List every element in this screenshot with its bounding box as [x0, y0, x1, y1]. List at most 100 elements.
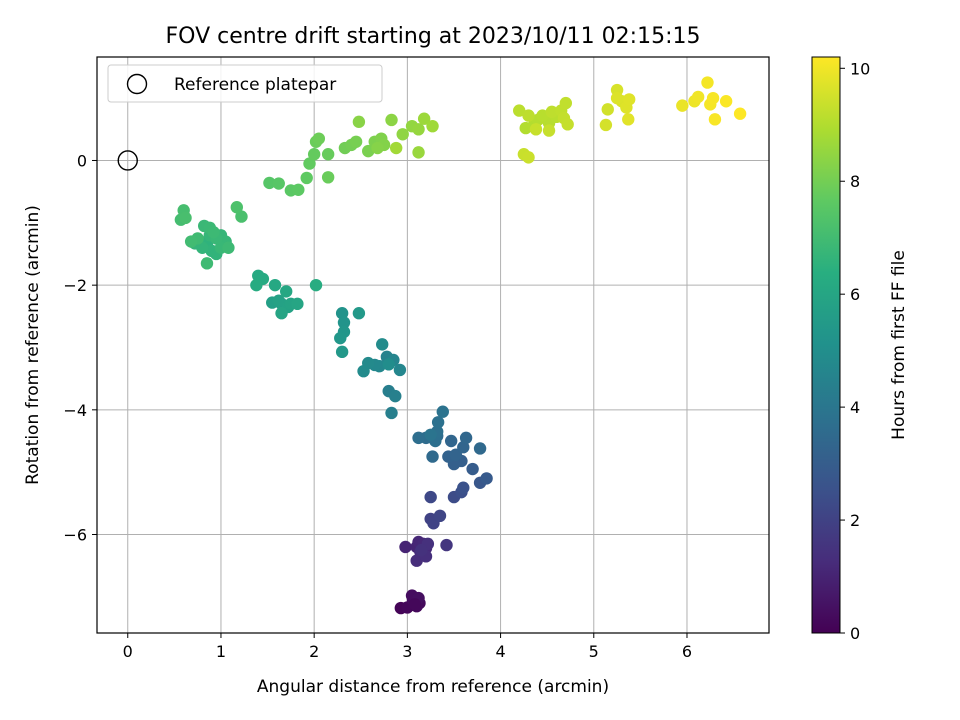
- data-point: [410, 554, 423, 567]
- data-point: [733, 107, 747, 120]
- data-point: [610, 91, 624, 105]
- reference-platepar-marker: [117, 150, 138, 171]
- colorbar-tick-label: 8: [850, 172, 860, 191]
- y-tick-label: −4: [63, 401, 87, 420]
- data-point: [321, 148, 335, 161]
- data-point: [275, 307, 288, 320]
- x-axis-label: Angular distance from reference (arcmin): [257, 677, 609, 697]
- data-point: [382, 358, 395, 371]
- data-point: [321, 171, 335, 184]
- data-point: [542, 124, 556, 137]
- data-point: [676, 99, 689, 112]
- data-point: [436, 405, 449, 418]
- data-point: [272, 294, 285, 307]
- data-point: [480, 472, 493, 485]
- data-points: [117, 76, 747, 615]
- data-point: [385, 406, 398, 420]
- data-point: [440, 538, 453, 552]
- data-point: [335, 307, 349, 320]
- data-point: [417, 112, 431, 125]
- data-point: [424, 428, 437, 441]
- colorbar-gradient: [811, 56, 841, 634]
- data-point: [207, 225, 220, 239]
- x-tick-label: 3: [402, 642, 412, 661]
- legend-box: [107, 64, 383, 103]
- data-point: [312, 132, 326, 145]
- y-axis-ticks: −6 −4 −2 0: [63, 151, 97, 545]
- x-tick-label: 4: [495, 642, 505, 661]
- data-point: [457, 481, 470, 494]
- data-point: [599, 118, 613, 132]
- colorbar-ticks: 0 2 4 6 8 10: [840, 59, 870, 643]
- colorbar: 0 2 4 6 8 10 Hours from first FF file: [811, 56, 909, 643]
- data-point: [352, 307, 366, 320]
- data-point: [545, 105, 559, 119]
- data-point: [263, 176, 276, 190]
- data-point: [349, 135, 363, 148]
- data-point: [268, 278, 282, 292]
- x-axis-ticks: 0 1 2 3 4 5 6: [123, 633, 692, 661]
- data-point: [184, 235, 198, 248]
- data-point: [559, 96, 573, 110]
- data-point: [457, 441, 470, 454]
- data-point: [561, 118, 574, 131]
- y-tick-label: −2: [63, 276, 87, 295]
- data-point: [362, 144, 375, 158]
- data-point: [426, 119, 439, 133]
- data-point: [431, 416, 445, 429]
- data-point: [371, 141, 384, 155]
- data-point: [622, 93, 636, 106]
- data-point: [334, 331, 347, 345]
- x-tick-label: 5: [589, 642, 599, 661]
- data-point: [337, 316, 351, 329]
- colorbar-tick-label: 4: [850, 398, 860, 417]
- data-point: [230, 201, 244, 214]
- colorbar-tick-label: 10: [850, 59, 870, 78]
- data-point: [719, 95, 733, 108]
- data-point: [307, 148, 321, 161]
- data-point: [235, 210, 248, 223]
- data-point: [250, 278, 263, 292]
- data-point: [292, 183, 305, 196]
- y-tick-label: 0: [77, 151, 87, 170]
- y-axis-label: Rotation from reference (arcmin): [23, 205, 43, 485]
- data-point: [412, 146, 425, 159]
- data-point: [280, 285, 293, 298]
- x-tick-label: 6: [682, 642, 692, 661]
- data-point: [622, 113, 635, 126]
- legend-entry-reference: Reference platepar: [174, 75, 336, 95]
- x-tick-label: 2: [309, 642, 319, 661]
- colorbar-label: Hours from first FF file: [889, 250, 909, 440]
- data-point: [399, 540, 412, 554]
- data-point: [389, 389, 402, 403]
- x-tick-label: 1: [216, 642, 226, 661]
- data-point: [433, 509, 447, 523]
- data-point: [424, 490, 437, 504]
- data-point: [385, 113, 398, 127]
- data-point: [272, 177, 285, 190]
- data-point: [412, 431, 425, 445]
- plot-frame: [96, 56, 770, 634]
- data-point: [444, 434, 458, 448]
- data-point: [601, 103, 614, 116]
- data-point: [200, 257, 214, 270]
- data-point: [303, 157, 316, 170]
- data-point: [309, 278, 323, 292]
- data-point: [300, 171, 313, 185]
- data-point: [357, 364, 370, 378]
- colorbar-tick-label: 2: [850, 511, 860, 530]
- data-point: [536, 109, 549, 122]
- data-point: [393, 363, 407, 377]
- data-point: [701, 76, 714, 89]
- data-point: [389, 141, 403, 155]
- data-point: [459, 431, 473, 445]
- colorbar-tick-label: 6: [850, 285, 860, 304]
- data-point: [466, 462, 479, 476]
- data-point: [706, 91, 720, 105]
- data-point: [522, 151, 535, 164]
- data-point: [522, 109, 535, 122]
- data-point: [291, 297, 304, 311]
- data-point: [412, 123, 425, 136]
- colorbar-tick-label: 0: [850, 624, 860, 643]
